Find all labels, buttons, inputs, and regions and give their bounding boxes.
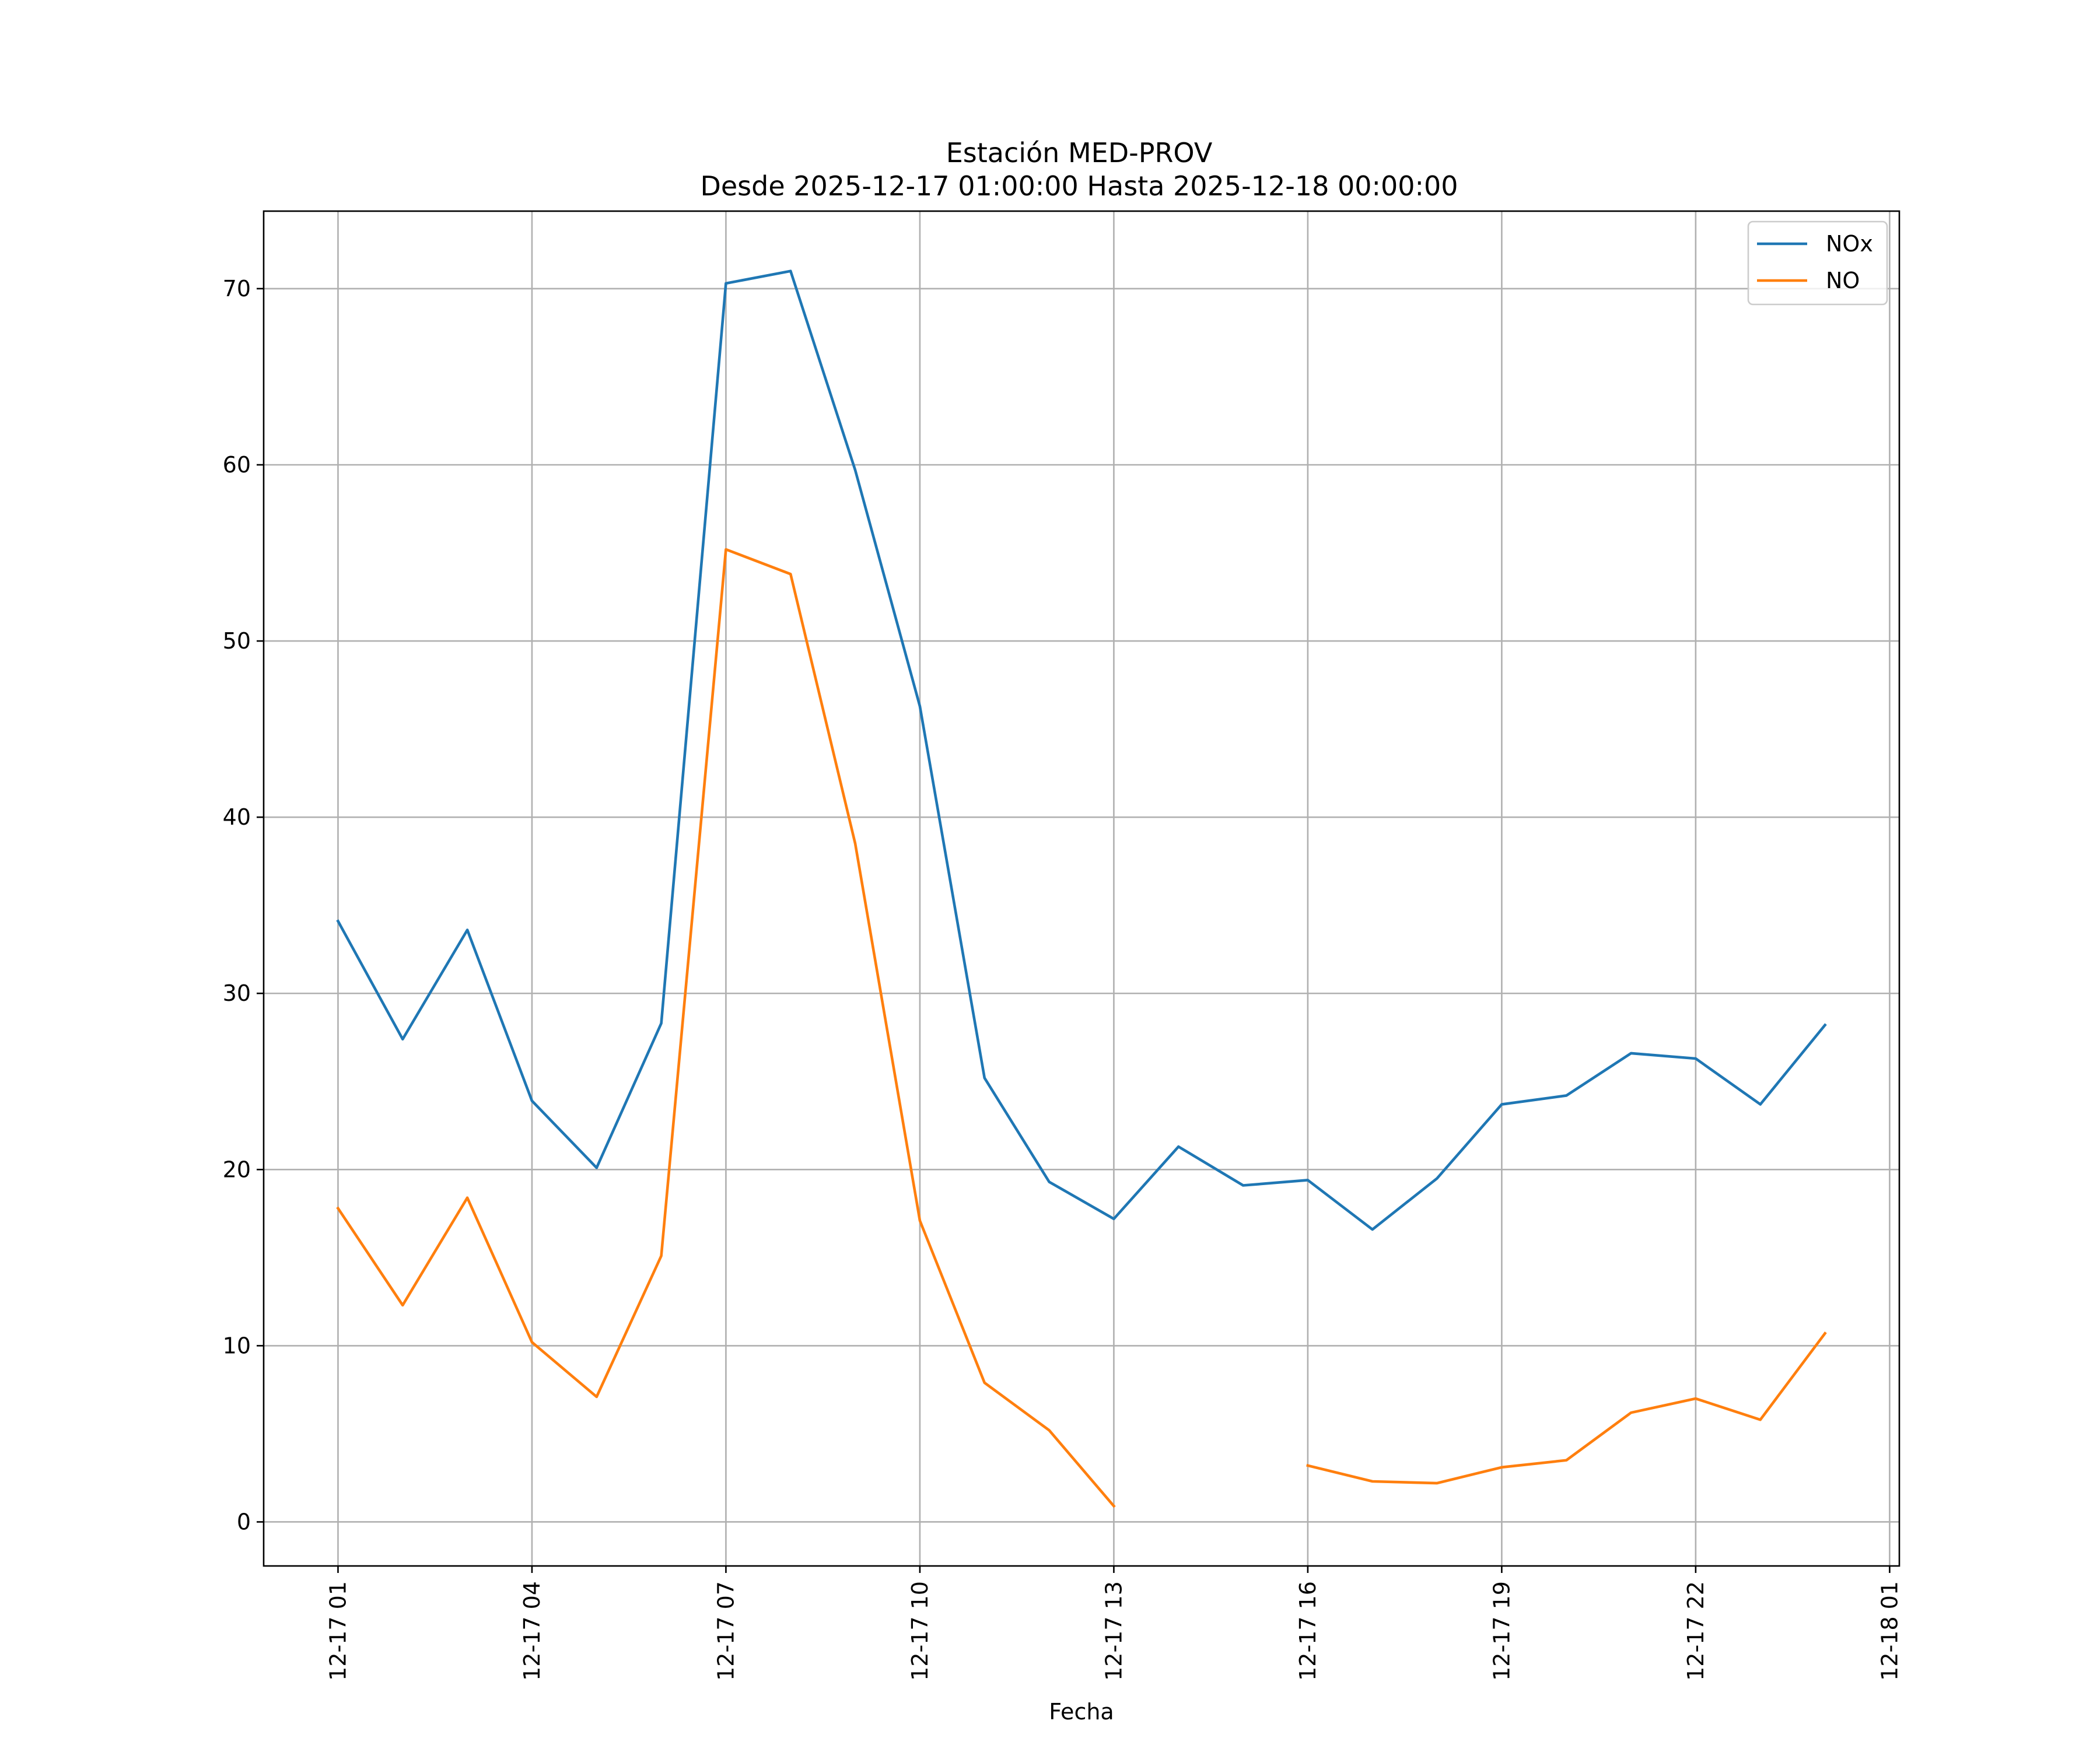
data-point-nox (595, 1166, 598, 1169)
data-point-no (1564, 1459, 1568, 1462)
legend-label-nox: NOx (1826, 231, 1873, 257)
x-tick-label: 12-17 01 (325, 1581, 351, 1681)
data-point-nox (983, 1076, 986, 1080)
data-point-nox (1112, 1217, 1115, 1221)
x-tick-label: 12-17 22 (1683, 1581, 1709, 1681)
data-point-nox (789, 269, 792, 273)
x-tick-label: 12-17 07 (713, 1581, 738, 1681)
data-point-nox (660, 1022, 663, 1025)
data-point-no (1306, 1464, 1310, 1467)
data-point-nox (724, 282, 727, 285)
data-point-no (1048, 1428, 1051, 1432)
data-point-no (660, 1254, 663, 1257)
data-point-nox (853, 468, 857, 472)
x-tick-label: 12-18 01 (1877, 1581, 1902, 1681)
y-tick-label: 50 (223, 628, 251, 654)
data-point-nox (918, 705, 922, 708)
data-point-no (853, 842, 857, 845)
data-point-nox (1048, 1180, 1051, 1183)
data-point-nox (1759, 1103, 1762, 1106)
data-point-no (336, 1207, 340, 1210)
x-tick-label: 12-17 16 (1295, 1581, 1321, 1681)
data-point-nox (336, 919, 340, 923)
axis-ticks: 0 10 20 30 40 50 60 70 12-17 01 12-17 04 12-17 07 1… (223, 276, 1903, 1681)
y-tick-label: 20 (223, 1157, 251, 1182)
data-point-nox (1629, 1052, 1633, 1055)
legend: NOx NO (1747, 220, 1888, 306)
legend-box (1747, 220, 1888, 306)
x-tick-label: 12-17 19 (1489, 1581, 1514, 1681)
data-point-nox (1694, 1057, 1698, 1060)
data-point-no (530, 1340, 534, 1344)
data-point-nox (1500, 1103, 1503, 1106)
legend-label-no: NO (1826, 268, 1860, 293)
y-tick-label: 30 (223, 980, 251, 1006)
data-point-no (1436, 1481, 1439, 1485)
series-lines (336, 269, 1827, 1508)
y-tick-label: 0 (237, 1509, 251, 1534)
data-point-no (595, 1395, 598, 1399)
data-point-nox (1241, 1184, 1245, 1187)
data-point-nox (1306, 1178, 1310, 1182)
data-point-no (789, 572, 792, 576)
data-point-no (1500, 1466, 1503, 1469)
data-point-no (1759, 1418, 1762, 1421)
data-point-no (1694, 1397, 1698, 1400)
y-tick-label: 10 (223, 1333, 251, 1358)
series-line-no (336, 548, 1827, 1508)
chart-title: Estación MED-PROV (946, 137, 1213, 169)
data-point-nox (530, 1099, 534, 1103)
data-point-nox (1177, 1145, 1180, 1148)
y-tick-label: 40 (223, 804, 251, 830)
data-point-no (1112, 1504, 1115, 1508)
data-point-no (466, 1196, 469, 1200)
data-point-no (724, 548, 727, 551)
data-point-no (983, 1381, 986, 1385)
x-tick-label: 12-17 13 (1101, 1581, 1126, 1681)
data-point-nox (1371, 1228, 1374, 1231)
data-point-no (1629, 1411, 1633, 1414)
data-point-nox (1564, 1094, 1568, 1097)
series-line-nox (336, 269, 1827, 1231)
data-point-no (1371, 1480, 1374, 1483)
y-tick-label: 70 (223, 276, 251, 302)
x-axis-label: Fecha (1049, 1699, 1114, 1725)
x-tick-label: 12-17 10 (907, 1581, 933, 1681)
chart-subtitle: Desde 2025-12-17 01:00:00 Hasta 2025-12-… (700, 170, 1458, 202)
data-point-nox (1824, 1024, 1827, 1027)
y-tick-label: 60 (223, 452, 251, 478)
data-point-nox (466, 928, 469, 931)
data-point-nox (1436, 1176, 1439, 1180)
plot-area-frame (262, 210, 1901, 1567)
x-tick-label: 12-17 04 (519, 1581, 545, 1681)
data-point-no (918, 1219, 922, 1222)
data-point-no (401, 1304, 404, 1307)
data-point-no (1824, 1331, 1827, 1335)
data-point-nox (401, 1038, 404, 1041)
